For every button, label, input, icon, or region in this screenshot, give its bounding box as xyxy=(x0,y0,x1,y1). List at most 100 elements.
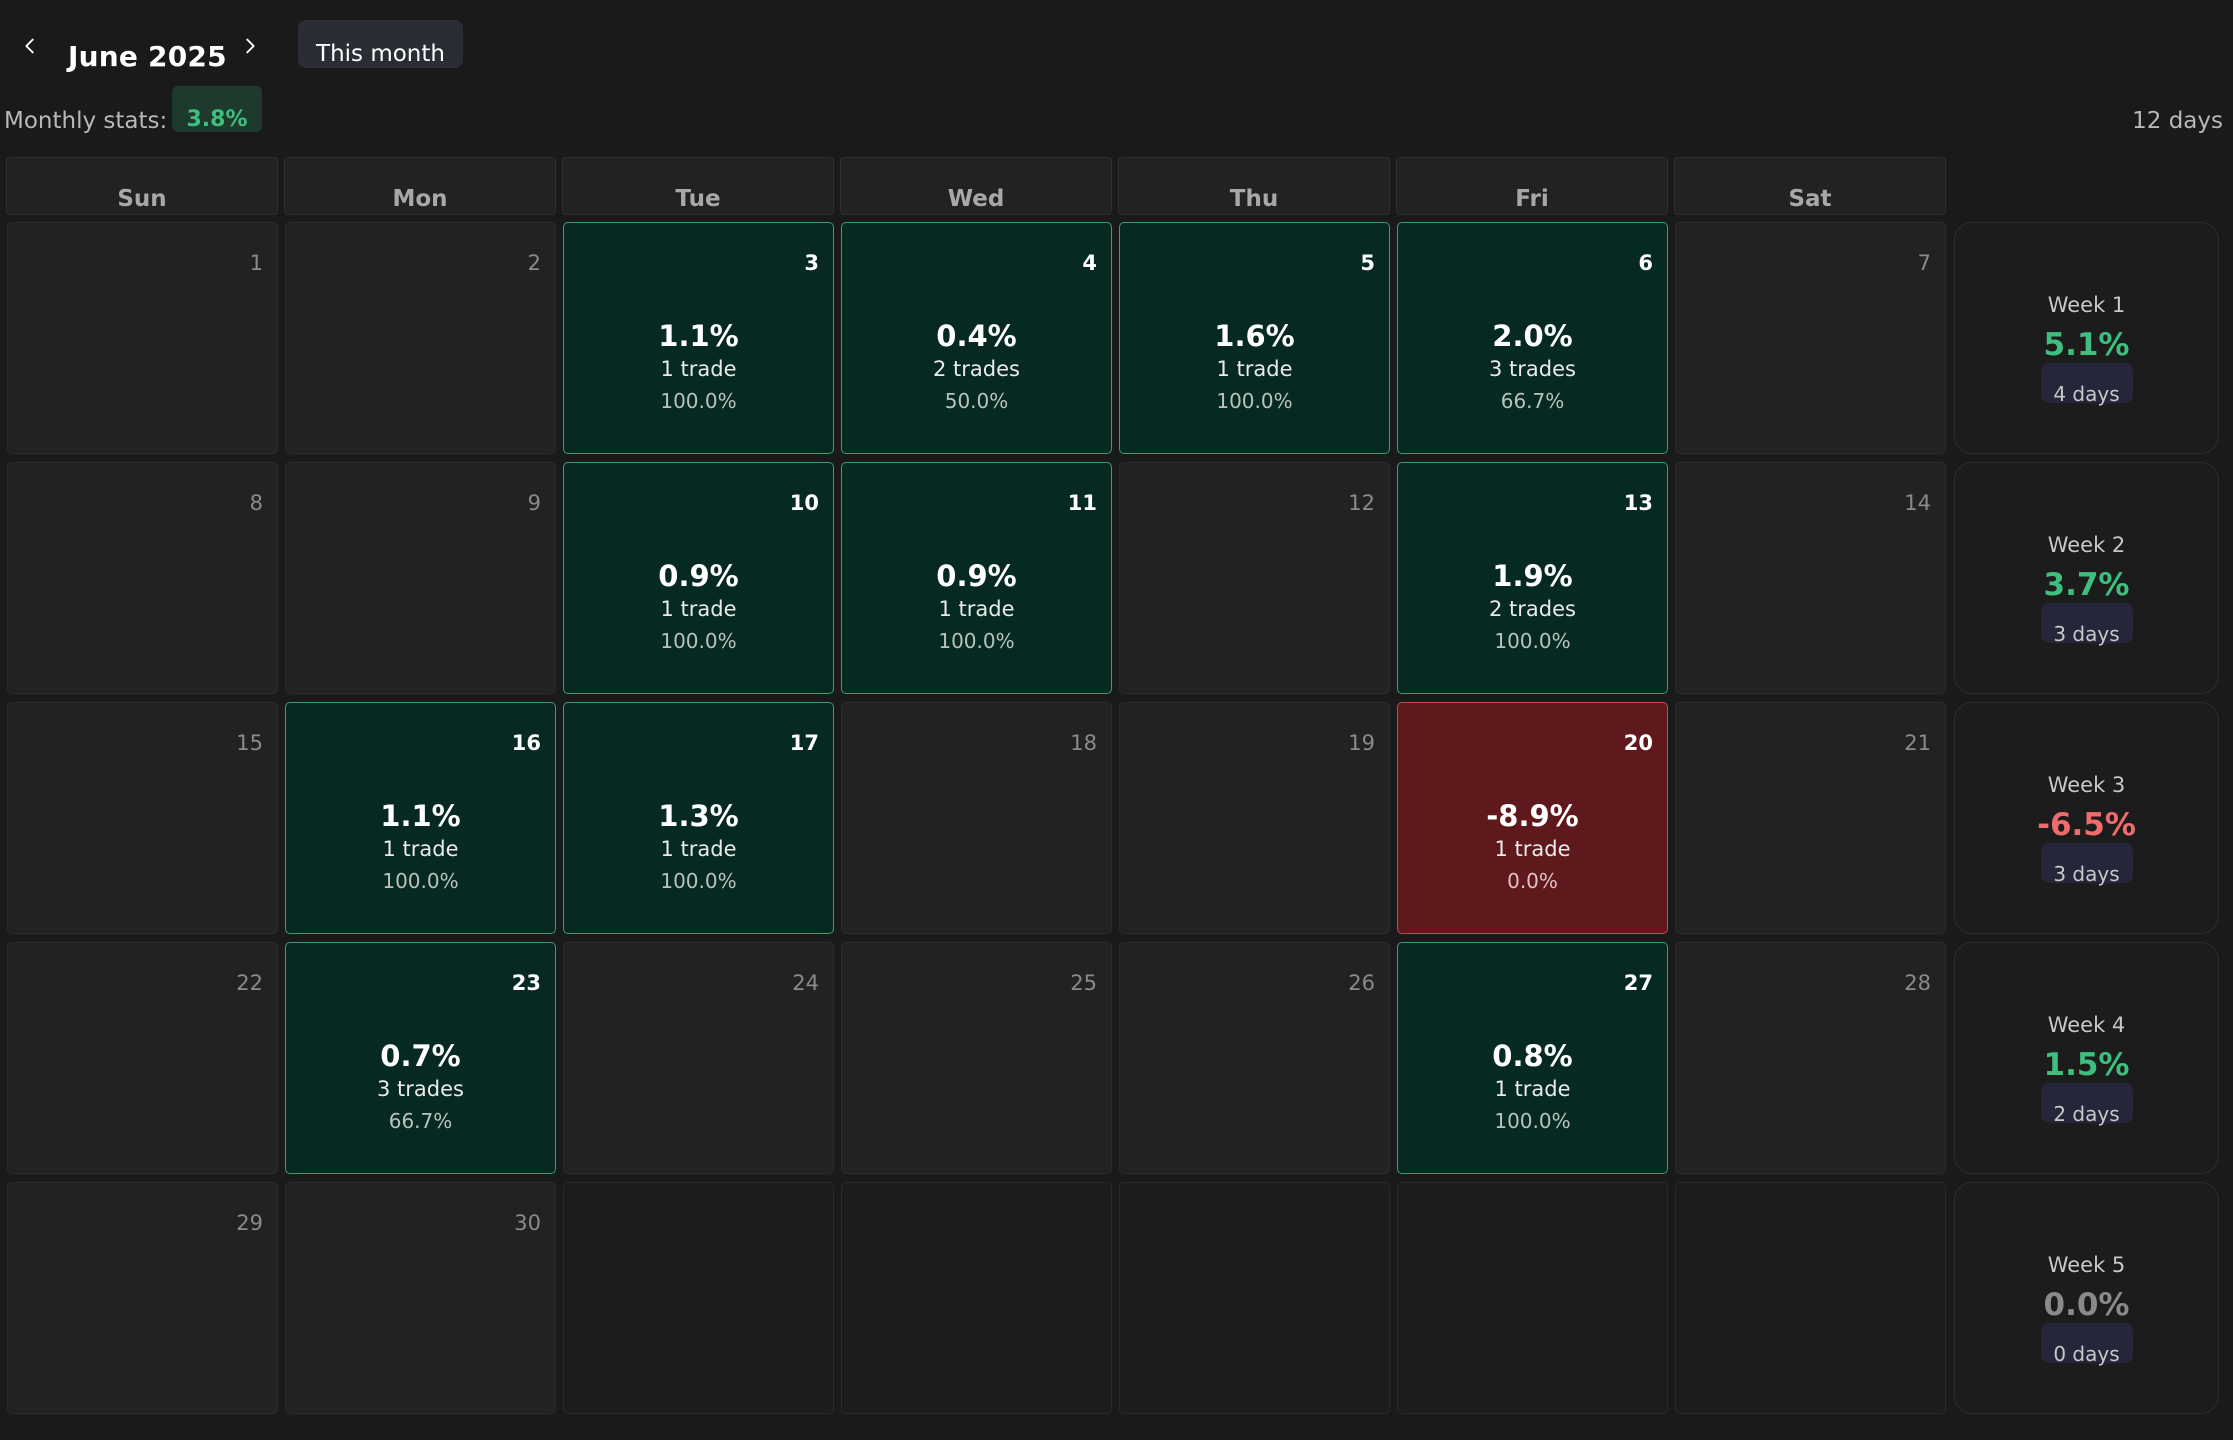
day-number: 28 xyxy=(1904,971,1931,995)
day-cell-blank xyxy=(841,1182,1112,1414)
day-percent: 2.0% xyxy=(1492,319,1573,353)
day-number: 27 xyxy=(1623,971,1653,995)
day-number: 18 xyxy=(1070,731,1097,755)
day-cell-1[interactable]: 1 xyxy=(7,222,278,454)
week-summary-3: Week 3 -6.5% 3 days xyxy=(1954,702,2219,934)
next-month-button[interactable] xyxy=(230,24,270,68)
day-win-rate: 100.0% xyxy=(1494,1109,1571,1133)
day-cell-24[interactable]: 24 xyxy=(563,942,834,1174)
day-trade-count: 1 trade xyxy=(382,837,459,861)
weekday-header-wed: Wed xyxy=(840,157,1112,215)
week-days-count: 4 days xyxy=(2053,382,2120,406)
day-cell-14[interactable]: 14 xyxy=(1675,462,1946,694)
prev-month-button[interactable] xyxy=(10,24,50,68)
day-number: 19 xyxy=(1348,731,1375,755)
day-cell-25[interactable]: 25 xyxy=(841,942,1112,1174)
week-label: Week 2 xyxy=(2047,533,2126,557)
day-number: 12 xyxy=(1348,491,1375,515)
day-cell-20[interactable]: 20 -8.9% 1 trade 0.0% xyxy=(1397,702,1668,934)
day-number: 26 xyxy=(1348,971,1375,995)
day-cell-18[interactable]: 18 xyxy=(841,702,1112,934)
day-cell-17[interactable]: 17 1.3% 1 trade 100.0% xyxy=(563,702,834,934)
week-label: Week 3 xyxy=(2047,773,2126,797)
day-cell-13[interactable]: 13 1.9% 2 trades 100.0% xyxy=(1397,462,1668,694)
week-days-count: 3 days xyxy=(2053,862,2120,886)
chevron-right-icon xyxy=(246,38,255,54)
day-cell-9[interactable]: 9 xyxy=(285,462,556,694)
week-label: Week 1 xyxy=(2047,293,2126,317)
day-number: 5 xyxy=(1360,251,1375,275)
day-cell-10[interactable]: 10 0.9% 1 trade 100.0% xyxy=(563,462,834,694)
week-summary-2: Week 2 3.7% 3 days xyxy=(1954,462,2219,694)
weekday-header-fri: Fri xyxy=(1396,157,1668,215)
day-number: 4 xyxy=(1082,251,1097,275)
monthly-stats-badge: 3.8% xyxy=(172,86,262,132)
day-cell-26[interactable]: 26 xyxy=(1119,942,1390,1174)
week-summary-4: Week 4 1.5% 2 days xyxy=(1954,942,2219,1174)
day-number: 23 xyxy=(511,971,541,995)
day-percent: 1.1% xyxy=(380,799,461,833)
day-trade-count: 1 trade xyxy=(938,597,1015,621)
day-number: 20 xyxy=(1623,731,1653,755)
day-cell-27[interactable]: 27 0.8% 1 trade 100.0% xyxy=(1397,942,1668,1174)
week-days-count: 0 days xyxy=(2053,1342,2120,1366)
day-number: 15 xyxy=(236,731,263,755)
week-label: Week 4 xyxy=(2047,1013,2126,1037)
week-days-badge xyxy=(2041,1083,2133,1123)
day-number: 22 xyxy=(236,971,263,995)
day-cell-15[interactable]: 15 xyxy=(7,702,278,934)
monthly-stats-percent: 3.8% xyxy=(186,107,248,132)
day-cell-11[interactable]: 11 0.9% 1 trade 100.0% xyxy=(841,462,1112,694)
week-percent: 5.1% xyxy=(2043,327,2130,363)
day-cell-12[interactable]: 12 xyxy=(1119,462,1390,694)
monthly-stats-label: Monthly stats: xyxy=(4,108,168,134)
day-win-rate: 0.0% xyxy=(1507,869,1558,893)
day-number: 29 xyxy=(236,1211,263,1235)
day-number: 3 xyxy=(804,251,819,275)
day-cell-4[interactable]: 4 0.4% 2 trades 50.0% xyxy=(841,222,1112,454)
day-cell-16[interactable]: 16 1.1% 1 trade 100.0% xyxy=(285,702,556,934)
day-number: 30 xyxy=(514,1211,541,1235)
day-number: 6 xyxy=(1638,251,1653,275)
day-number: 13 xyxy=(1623,491,1653,515)
day-percent: 1.1% xyxy=(658,319,739,353)
day-trade-count: 3 trades xyxy=(377,1077,464,1101)
weekday-header-thu: Thu xyxy=(1118,157,1390,215)
week-days-badge xyxy=(2041,603,2133,643)
day-cell-6[interactable]: 6 2.0% 3 trades 66.7% xyxy=(1397,222,1668,454)
day-trade-count: 1 trade xyxy=(1494,1077,1571,1101)
day-cell-29[interactable]: 29 xyxy=(7,1182,278,1414)
week-days-badge xyxy=(2041,363,2133,403)
day-number: 11 xyxy=(1067,491,1097,515)
day-cell-8[interactable]: 8 xyxy=(7,462,278,694)
week-percent: 3.7% xyxy=(2043,567,2130,603)
day-cell-3[interactable]: 3 1.1% 1 trade 100.0% xyxy=(563,222,834,454)
day-number: 21 xyxy=(1904,731,1931,755)
weekday-header-sat: Sat xyxy=(1674,157,1946,215)
day-cell-19[interactable]: 19 xyxy=(1119,702,1390,934)
day-number: 14 xyxy=(1904,491,1931,515)
day-cell-23[interactable]: 23 0.7% 3 trades 66.7% xyxy=(285,942,556,1174)
day-cell-blank xyxy=(563,1182,834,1414)
day-cell-22[interactable]: 22 xyxy=(7,942,278,1174)
day-win-rate: 100.0% xyxy=(1216,389,1293,413)
day-cell-7[interactable]: 7 xyxy=(1675,222,1946,454)
chevron-left-icon xyxy=(25,38,34,54)
week-days-count: 2 days xyxy=(2053,1102,2120,1126)
day-number: 2 xyxy=(527,251,541,275)
this-month-button[interactable]: This month xyxy=(298,20,463,68)
day-percent: 1.6% xyxy=(1214,319,1295,353)
day-percent: 0.9% xyxy=(658,559,739,593)
week-percent: 0.0% xyxy=(2043,1287,2130,1323)
day-cell-28[interactable]: 28 xyxy=(1675,942,1946,1174)
day-cell-30[interactable]: 30 xyxy=(285,1182,556,1414)
day-cell-2[interactable]: 2 xyxy=(285,222,556,454)
day-trade-count: 1 trade xyxy=(660,597,737,621)
day-cell-5[interactable]: 5 1.6% 1 trade 100.0% xyxy=(1119,222,1390,454)
day-win-rate: 66.7% xyxy=(388,1109,453,1133)
week-days-badge xyxy=(2041,1323,2133,1363)
month-title: June 2025 xyxy=(68,40,227,73)
day-cell-21[interactable]: 21 xyxy=(1675,702,1946,934)
week-summary-1: Week 1 5.1% 4 days xyxy=(1954,222,2219,454)
